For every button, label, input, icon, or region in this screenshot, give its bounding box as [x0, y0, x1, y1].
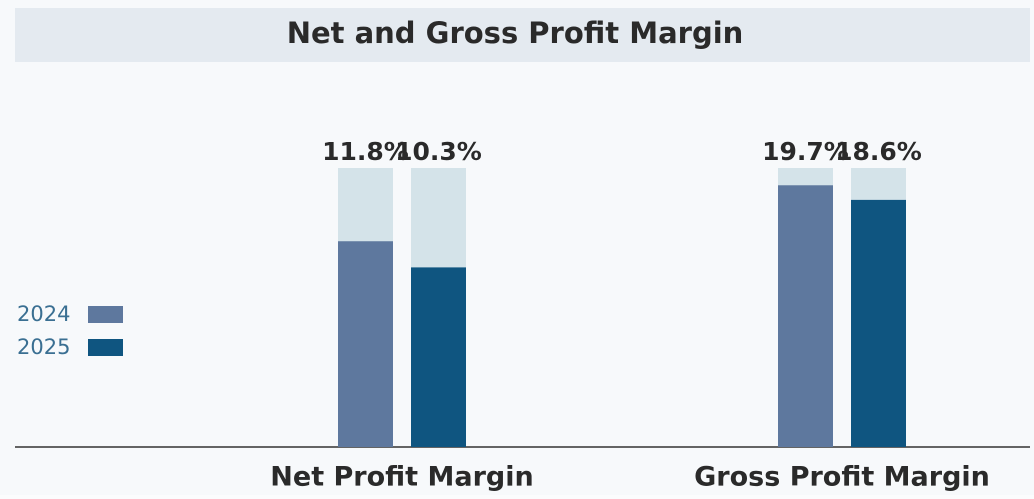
x-tick-label: Net Profit Margin	[270, 462, 533, 493]
value-label: 18.6%	[835, 137, 922, 166]
bar	[411, 267, 466, 447]
value-label: 10.3%	[395, 137, 482, 166]
chart-title: Net and Gross Profit Margin	[287, 16, 744, 50]
legend-label: 2024	[17, 302, 70, 326]
legend-label: 2025	[17, 335, 70, 359]
value-label: 19.7%	[762, 137, 849, 166]
bar	[851, 199, 906, 447]
bar	[338, 241, 393, 447]
x-tick-label: Gross Profit Margin	[694, 462, 990, 493]
legend-swatch	[88, 339, 123, 356]
value-label: 11.8%	[322, 137, 409, 166]
bar	[778, 185, 833, 447]
legend-swatch	[88, 306, 123, 323]
title-band	[15, 8, 1030, 62]
